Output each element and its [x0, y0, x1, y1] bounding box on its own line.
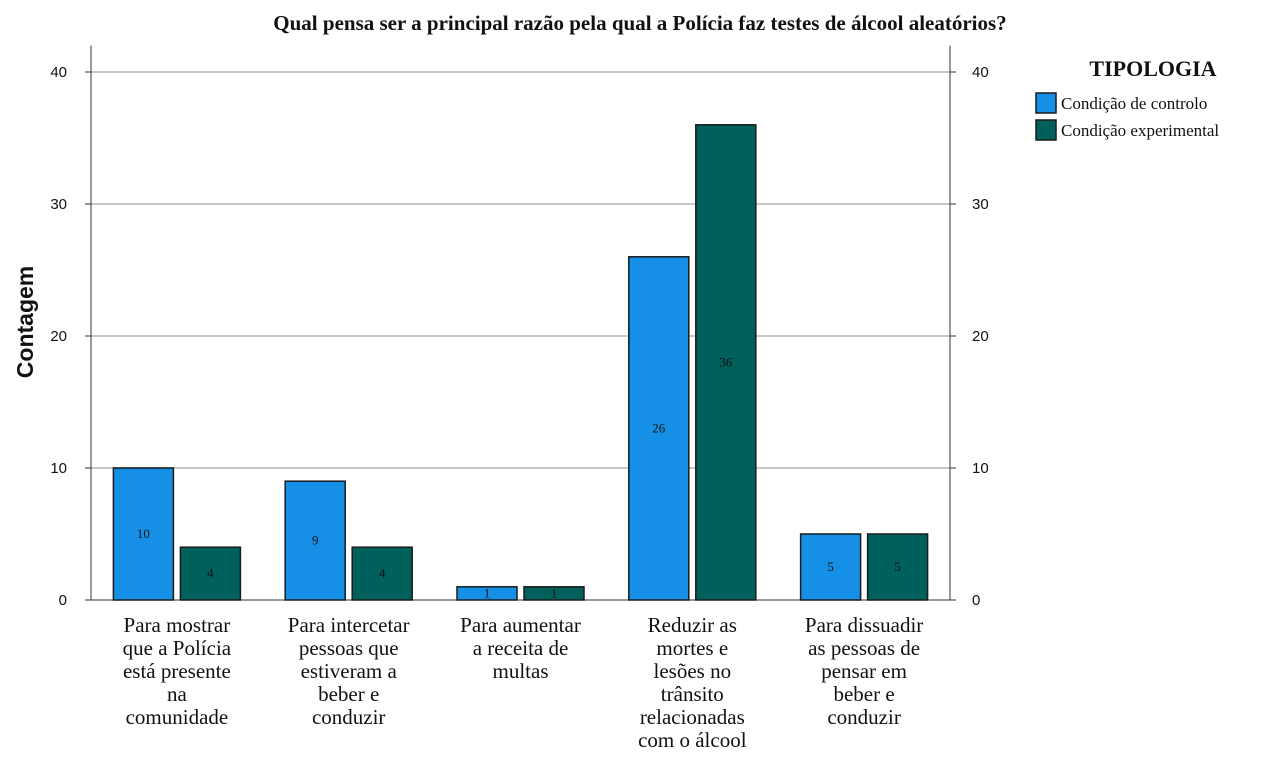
bar [456, 586, 518, 601]
bar [351, 546, 413, 601]
bar [112, 467, 175, 601]
x-tick-label: Para mostrar que a Polícia está presente na… [123, 613, 232, 729]
data-label: 1 [484, 585, 491, 600]
data-label: 26 [652, 420, 666, 435]
labels-layer: 0 0 10 10 20 20 30 30 40 40 10 4 Para mostrar que a P… [50, 64, 988, 752]
y-tick-label-left: 10 [50, 460, 67, 477]
legend-title: TIPOLOGIA [1089, 56, 1216, 81]
data-label: 9 [312, 533, 319, 548]
y-tick-label-right: 20 [972, 328, 989, 345]
bar [799, 533, 862, 601]
grid-layer [91, 71, 950, 469]
bar [866, 533, 929, 601]
data-label: 5 [827, 559, 834, 574]
y-tick-label-right: 40 [972, 64, 989, 81]
bar [523, 586, 585, 601]
legend-swatch [1035, 119, 1057, 141]
data-label: 36 [719, 354, 733, 369]
legend: TIPOLOGIA Condição de controlo Condição e… [1035, 56, 1219, 141]
bar [179, 546, 242, 601]
x-tick-label: Para intercetar pessoas que estiveram a beb… [288, 613, 410, 729]
data-label: 10 [137, 526, 150, 541]
bar [695, 124, 757, 601]
y-tick-label-left: 40 [50, 64, 67, 81]
bar [628, 256, 690, 601]
y-axis-label: Contagem [12, 266, 38, 378]
axes-layer [85, 45, 956, 601]
chart-title: Qual pensa ser a principal razão pela qu… [273, 11, 1006, 35]
bars-layer [112, 124, 929, 601]
x-tick-label: Para aumentar a receita de multas [460, 613, 581, 683]
x-tick-label: Reduzir as mortes e lesões no trânsito relac… [638, 613, 747, 752]
y-tick-label-left: 30 [50, 196, 67, 213]
data-label: 4 [379, 566, 386, 581]
y-tick-label-right: 10 [972, 460, 989, 477]
y-tick-label-left: 0 [59, 592, 67, 609]
y-tick-label-right: 30 [972, 196, 989, 213]
data-label: 5 [894, 559, 901, 574]
data-label: 4 [207, 566, 214, 581]
legend-label: Condição de controlo [1061, 94, 1207, 113]
data-label: 1 [551, 585, 558, 600]
bar [284, 480, 346, 601]
x-tick-label: Para dissuadir as pessoas de pensar em bebe… [805, 613, 923, 729]
legend-swatch [1035, 92, 1057, 114]
legend-label: Condição experimental [1061, 121, 1219, 140]
legend-items: Condição de controlo Condição experimenta… [1035, 92, 1219, 141]
y-tick-label-right: 0 [972, 592, 980, 609]
y-tick-label-left: 20 [50, 328, 67, 345]
